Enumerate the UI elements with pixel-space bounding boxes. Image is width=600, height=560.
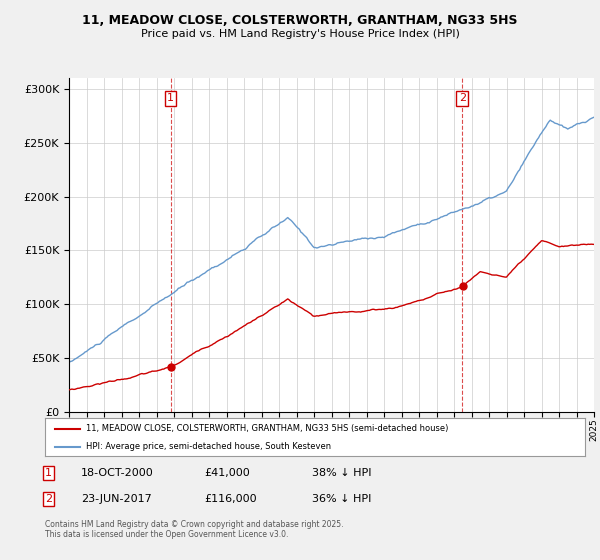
Text: 1: 1: [45, 468, 52, 478]
Text: £116,000: £116,000: [204, 494, 257, 504]
Text: 2: 2: [458, 94, 466, 104]
Text: 38% ↓ HPI: 38% ↓ HPI: [312, 468, 371, 478]
Text: HPI: Average price, semi-detached house, South Kesteven: HPI: Average price, semi-detached house,…: [86, 442, 331, 451]
Text: Price paid vs. HM Land Registry's House Price Index (HPI): Price paid vs. HM Land Registry's House …: [140, 29, 460, 39]
Text: 11, MEADOW CLOSE, COLSTERWORTH, GRANTHAM, NG33 5HS: 11, MEADOW CLOSE, COLSTERWORTH, GRANTHAM…: [82, 14, 518, 27]
Text: £41,000: £41,000: [204, 468, 250, 478]
Text: 11, MEADOW CLOSE, COLSTERWORTH, GRANTHAM, NG33 5HS (semi-detached house): 11, MEADOW CLOSE, COLSTERWORTH, GRANTHAM…: [86, 424, 448, 433]
Text: 18-OCT-2000: 18-OCT-2000: [81, 468, 154, 478]
Text: 36% ↓ HPI: 36% ↓ HPI: [312, 494, 371, 504]
Text: Contains HM Land Registry data © Crown copyright and database right 2025.
This d: Contains HM Land Registry data © Crown c…: [45, 520, 343, 539]
Text: 1: 1: [167, 94, 174, 104]
Text: 23-JUN-2017: 23-JUN-2017: [81, 494, 152, 504]
Text: 2: 2: [45, 494, 52, 504]
